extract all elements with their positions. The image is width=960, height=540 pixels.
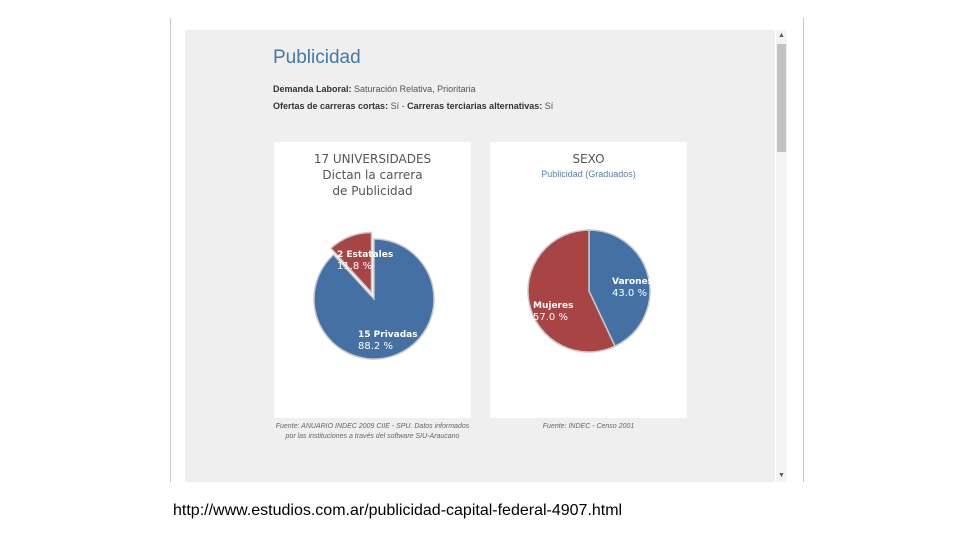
scroll-thumb[interactable]	[777, 44, 786, 152]
slice-label-15-privadas: 15 Privadas	[358, 330, 418, 340]
chart1-title-line1: 17 UNIVERSIDADES	[313, 152, 432, 166]
scroll-up-arrow-icon[interactable]: ▲	[778, 32, 785, 39]
pie-slice-varones	[588, 229, 651, 348]
slice-value-varones: 43.0 %	[612, 288, 647, 299]
pie-slice-2-estatales	[329, 231, 373, 295]
chart2-title: SEXO	[572, 152, 605, 166]
chart2-source: Fuente: INDEC - Censo 2001	[542, 423, 635, 430]
separator: -	[401, 101, 405, 111]
ofertas-label: Ofertas de carreras cortas:	[273, 101, 389, 111]
source-url: http://www.estudios.com.ar/publicidad-ca…	[173, 502, 623, 519]
scroll-down-arrow-icon[interactable]: ▼	[778, 472, 785, 479]
sexo-card: SEXO Publicidad (Graduados) Varones 43.0 …	[490, 142, 687, 418]
terciarias-label: Carreras terciarias alternativas:	[407, 101, 543, 111]
terciarias-value: Sí	[544, 101, 554, 111]
chart1-source: Fuente: ANUARIO INDEC 2009 CIIE - SPU. D…	[275, 423, 470, 440]
slice-value-2-estatales: 11.8 %	[337, 261, 372, 272]
slice-label-2-estatales: 2 Estatales	[337, 250, 393, 260]
chart2-subtitle: Publicidad (Graduados)	[541, 169, 636, 179]
slice-label-mujeres: Mujeres	[533, 301, 573, 311]
universidades-card: 17 UNIVERSIDADES Dictan la carrera de Pu…	[274, 142, 471, 418]
pie-slice-mujeres	[527, 229, 616, 353]
vertical-scrollbar[interactable]: ▲ ▼	[776, 30, 787, 482]
demanda-label: Demanda Laboral:	[273, 84, 352, 94]
chart1-title-line2: Dictan la carrera	[322, 168, 423, 182]
demanda-line: Demanda Laboral: Saturación Relativa, Pr…	[273, 84, 476, 94]
page-title: Publicidad	[273, 47, 361, 68]
chart1-title-line3: de Publicidad	[332, 184, 413, 198]
ofertas-line: Ofertas de carreras cortas: Sí - Carrera…	[273, 101, 553, 111]
slice-value-mujeres: 57.0 %	[533, 312, 568, 323]
slice-label-varones: Varones	[612, 277, 653, 287]
pie-slice-15-privadas	[313, 238, 435, 360]
ofertas-value: Sí	[390, 101, 400, 111]
demanda-value: Saturación Relativa, Prioritaria	[354, 84, 476, 94]
slice-value-15-privadas: 88.2 %	[358, 341, 393, 352]
